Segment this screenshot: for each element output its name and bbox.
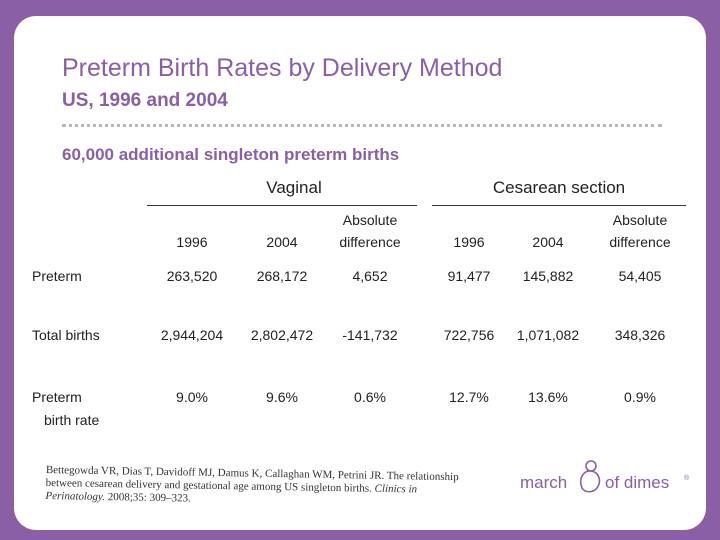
col-header-vaginal-1996: 1996 [176,234,208,250]
table-cell: 0.9% [624,389,656,405]
table-cell: 9.0% [176,389,208,405]
baby-mark-icon [579,460,601,493]
row-label-birth-rate: birth rate [44,412,100,428]
table-cell: 91,477 [447,268,491,284]
cesarean-group-line [432,205,686,206]
row-label-preterm-rate: Preterm [32,389,82,405]
table-cell: 2,944,204 [160,327,224,343]
col-header-cesarean-1996: 1996 [453,234,485,250]
table-cell: 54,405 [618,268,662,284]
vaginal-group-header: Vaginal [266,178,322,197]
table-cell: 4,652 [352,268,388,284]
table-cell: 145,882 [522,268,574,284]
table-cell: 263,520 [166,268,218,284]
table-cell: 1,071,082 [516,327,580,343]
vaginal-group-line [147,205,417,206]
table-cell: 2,802,472 [250,327,314,343]
logo-registered-mark: ® [684,474,690,482]
table-cell: 9.6% [266,389,298,405]
table-cell: 13.6% [528,389,568,405]
table-cell: 12.7% [449,389,489,405]
col-header-vaginal-2004: 2004 [266,234,298,250]
col-header-vaginal-abs: Absolute difference [320,209,420,253]
march-of-dimes-logo: march of dimes ® [520,460,690,493]
table-cell: 0.6% [354,389,386,405]
col-header-abs-line2: difference [609,234,671,250]
table-cell: -141,732 [342,327,398,343]
slide: Preterm Birth Rates by Delivery Method U… [14,16,706,530]
table-cell: 348,326 [614,327,666,343]
row-label-total-births: Total births [32,327,100,343]
logo-text-dimes: of dimes [605,473,669,492]
table-cell: 268,172 [256,268,308,284]
row-label-preterm: Preterm [32,268,82,284]
col-header-abs-line1: Absolute [612,212,668,228]
citation-ref: 2008;35: 309–323. [107,491,191,505]
col-header-cesarean-abs: Absolute difference [590,209,690,253]
slide-subtitle: US, 1996 and 2004 [62,90,228,111]
col-header-abs-line2: difference [339,234,401,250]
col-header-abs-line1: Absolute [342,212,398,228]
dotted-divider [62,124,662,127]
table-cell: 722,756 [443,327,495,343]
slide-title: Preterm Birth Rates by Delivery Method [62,54,503,82]
col-header-cesarean-2004: 2004 [532,234,564,250]
logo-text-march: march [520,473,567,492]
cesarean-group-header: Cesarean section [492,178,626,197]
summary-heading: 60,000 additional singleton preterm birt… [62,145,400,164]
citation: Bettegowda VR, Dias T, Davidoff MJ, Damu… [45,464,466,510]
